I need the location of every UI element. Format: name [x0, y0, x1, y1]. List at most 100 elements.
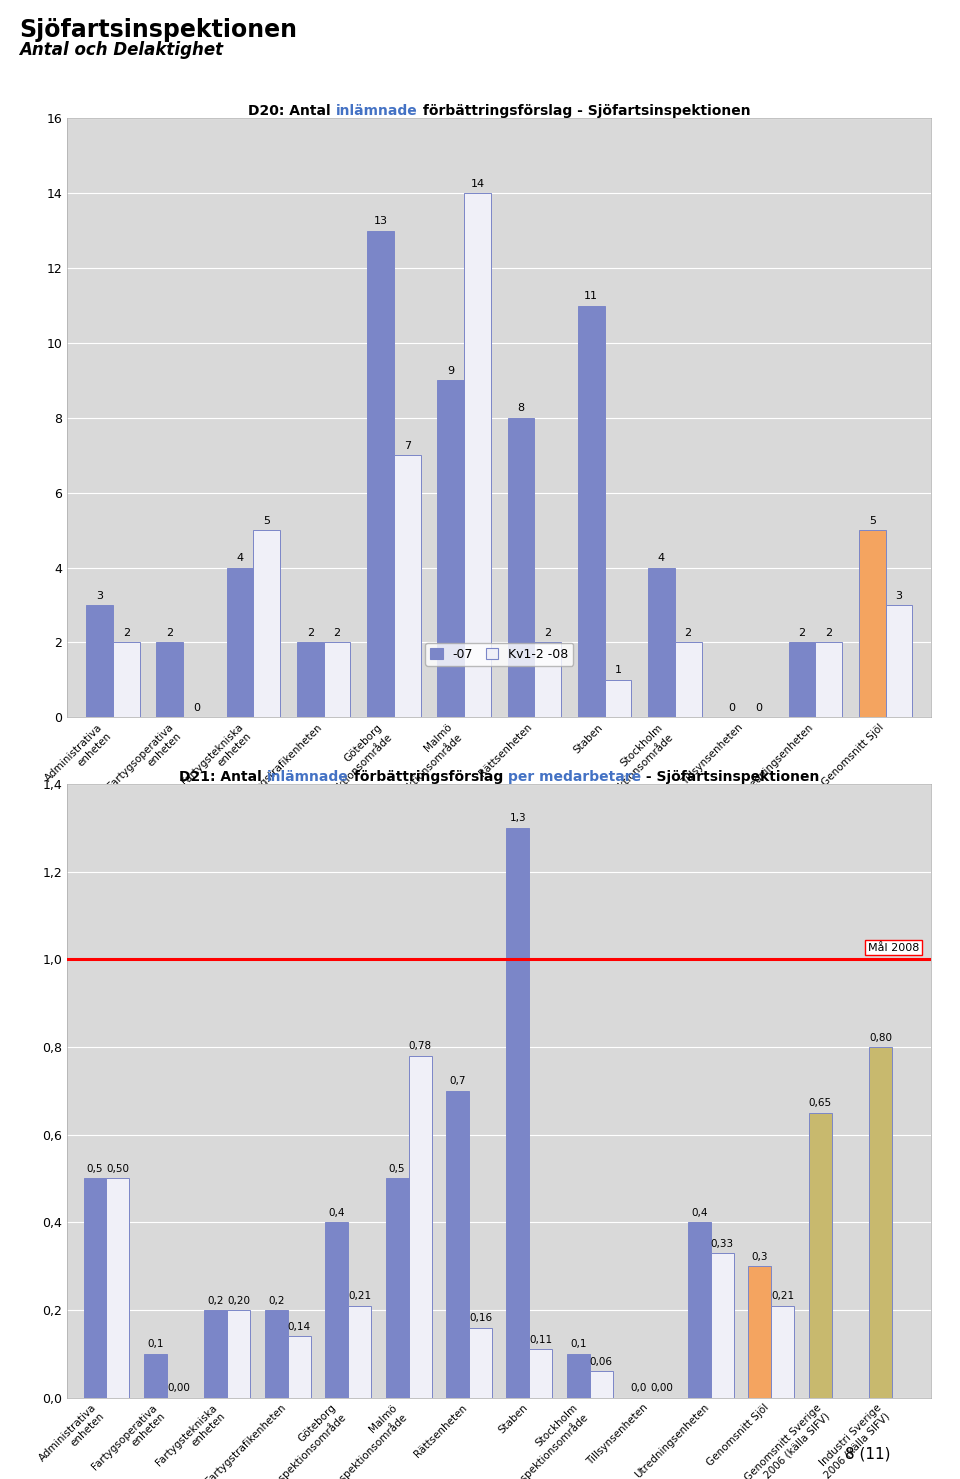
Text: D20: Antal: D20: Antal [249, 105, 336, 118]
Text: 8: 8 [517, 404, 524, 413]
Text: 0,4: 0,4 [328, 1208, 345, 1217]
Text: 0,00: 0,00 [167, 1383, 190, 1393]
Bar [446, 1092, 469, 1398]
Text: 0,2: 0,2 [268, 1296, 284, 1306]
Text: 5: 5 [263, 516, 270, 525]
Text: 0,5: 0,5 [389, 1164, 405, 1174]
Bar [605, 680, 632, 717]
Text: 2: 2 [825, 629, 832, 637]
Text: 4: 4 [658, 553, 665, 563]
Bar [710, 1253, 733, 1398]
Bar [228, 1310, 251, 1398]
Text: 1: 1 [614, 666, 621, 676]
Text: 0,21: 0,21 [771, 1291, 794, 1302]
Text: 2: 2 [684, 629, 692, 637]
Text: 2: 2 [306, 629, 314, 637]
Bar [288, 1337, 311, 1398]
Bar [348, 1306, 372, 1398]
Bar [788, 642, 815, 717]
Bar [113, 642, 139, 717]
Text: 0,50: 0,50 [107, 1164, 130, 1174]
Text: 3: 3 [96, 590, 103, 600]
Text: 0,20: 0,20 [228, 1296, 251, 1306]
Bar [253, 529, 280, 717]
Bar [771, 1306, 794, 1398]
Bar [535, 642, 561, 717]
Text: 0,5: 0,5 [86, 1164, 104, 1174]
Text: inlämnade: inlämnade [267, 771, 348, 784]
Text: 1,3: 1,3 [510, 813, 526, 824]
Text: 9: 9 [447, 365, 454, 376]
Bar [508, 417, 535, 717]
Text: 0,33: 0,33 [710, 1238, 733, 1248]
Text: 0,1: 0,1 [147, 1340, 163, 1349]
Bar [687, 1222, 710, 1398]
Bar [438, 380, 464, 717]
Legend: -07, Kv1-2 -08: -07, Kv1-2 -08 [425, 643, 573, 666]
Text: - Sjöfartsinspektionen: - Sjöfartsinspektionen [641, 771, 819, 784]
Text: 0,80: 0,80 [869, 1032, 892, 1043]
Text: 0: 0 [755, 703, 762, 713]
Text: per medarbetare: per medarbetare [508, 771, 641, 784]
Bar [748, 1266, 771, 1398]
Text: 4: 4 [236, 553, 244, 563]
Text: 2: 2 [166, 629, 174, 637]
Text: 0,78: 0,78 [409, 1041, 432, 1052]
Text: 2: 2 [333, 629, 341, 637]
Text: Sjöfartsinspektionen: Sjöfartsinspektionen [19, 18, 298, 41]
Text: 2: 2 [123, 629, 130, 637]
Text: 0,4: 0,4 [691, 1208, 708, 1217]
Bar [566, 1353, 589, 1398]
Bar [204, 1310, 228, 1398]
Text: 0: 0 [729, 703, 735, 713]
Bar [394, 456, 420, 717]
Text: 0,21: 0,21 [348, 1291, 372, 1302]
Bar [107, 1179, 130, 1398]
Bar [869, 1047, 892, 1398]
Text: 0,2: 0,2 [207, 1296, 224, 1306]
Text: 8 (11): 8 (11) [845, 1446, 890, 1461]
Bar [464, 194, 491, 717]
Bar [324, 642, 350, 717]
Bar [367, 231, 394, 717]
Text: 3: 3 [896, 590, 902, 600]
Bar [507, 828, 529, 1398]
Bar [386, 1179, 409, 1398]
Text: 0: 0 [193, 703, 200, 713]
Bar [469, 1328, 492, 1398]
Bar [227, 568, 253, 717]
Text: inlämnade: inlämnade [336, 105, 418, 118]
Bar [859, 529, 885, 717]
Text: Antal och Delaktighet: Antal och Delaktighet [19, 41, 224, 59]
Bar [265, 1310, 288, 1398]
Text: 11: 11 [585, 291, 598, 302]
Bar [808, 1112, 831, 1398]
Bar [589, 1371, 612, 1398]
Text: 0,11: 0,11 [529, 1336, 552, 1344]
Bar [325, 1222, 348, 1398]
Text: D21: Antal: D21: Antal [180, 771, 267, 784]
Text: förbättringsförslag - Sjöfartsinspektionen: förbättringsförslag - Sjöfartsinspektion… [418, 105, 750, 118]
Text: 14: 14 [470, 179, 485, 189]
Bar [529, 1349, 552, 1398]
Bar [885, 605, 912, 717]
Text: 0,14: 0,14 [288, 1322, 311, 1333]
Text: 0,7: 0,7 [449, 1077, 466, 1087]
Text: 0,65: 0,65 [808, 1099, 831, 1108]
Bar [815, 642, 842, 717]
Text: 0,16: 0,16 [468, 1313, 492, 1324]
Bar [144, 1353, 167, 1398]
Bar [297, 642, 324, 717]
Text: 0,00: 0,00 [650, 1383, 673, 1393]
Bar [84, 1179, 107, 1398]
Bar [86, 605, 113, 717]
Text: Mål 2008: Mål 2008 [868, 942, 919, 952]
Text: 2: 2 [799, 629, 805, 637]
Text: 2: 2 [544, 629, 551, 637]
Bar [648, 568, 675, 717]
Text: 0,1: 0,1 [570, 1340, 587, 1349]
Bar [409, 1056, 432, 1398]
Text: 0,06: 0,06 [589, 1356, 612, 1367]
Bar [675, 642, 702, 717]
Bar [156, 642, 183, 717]
